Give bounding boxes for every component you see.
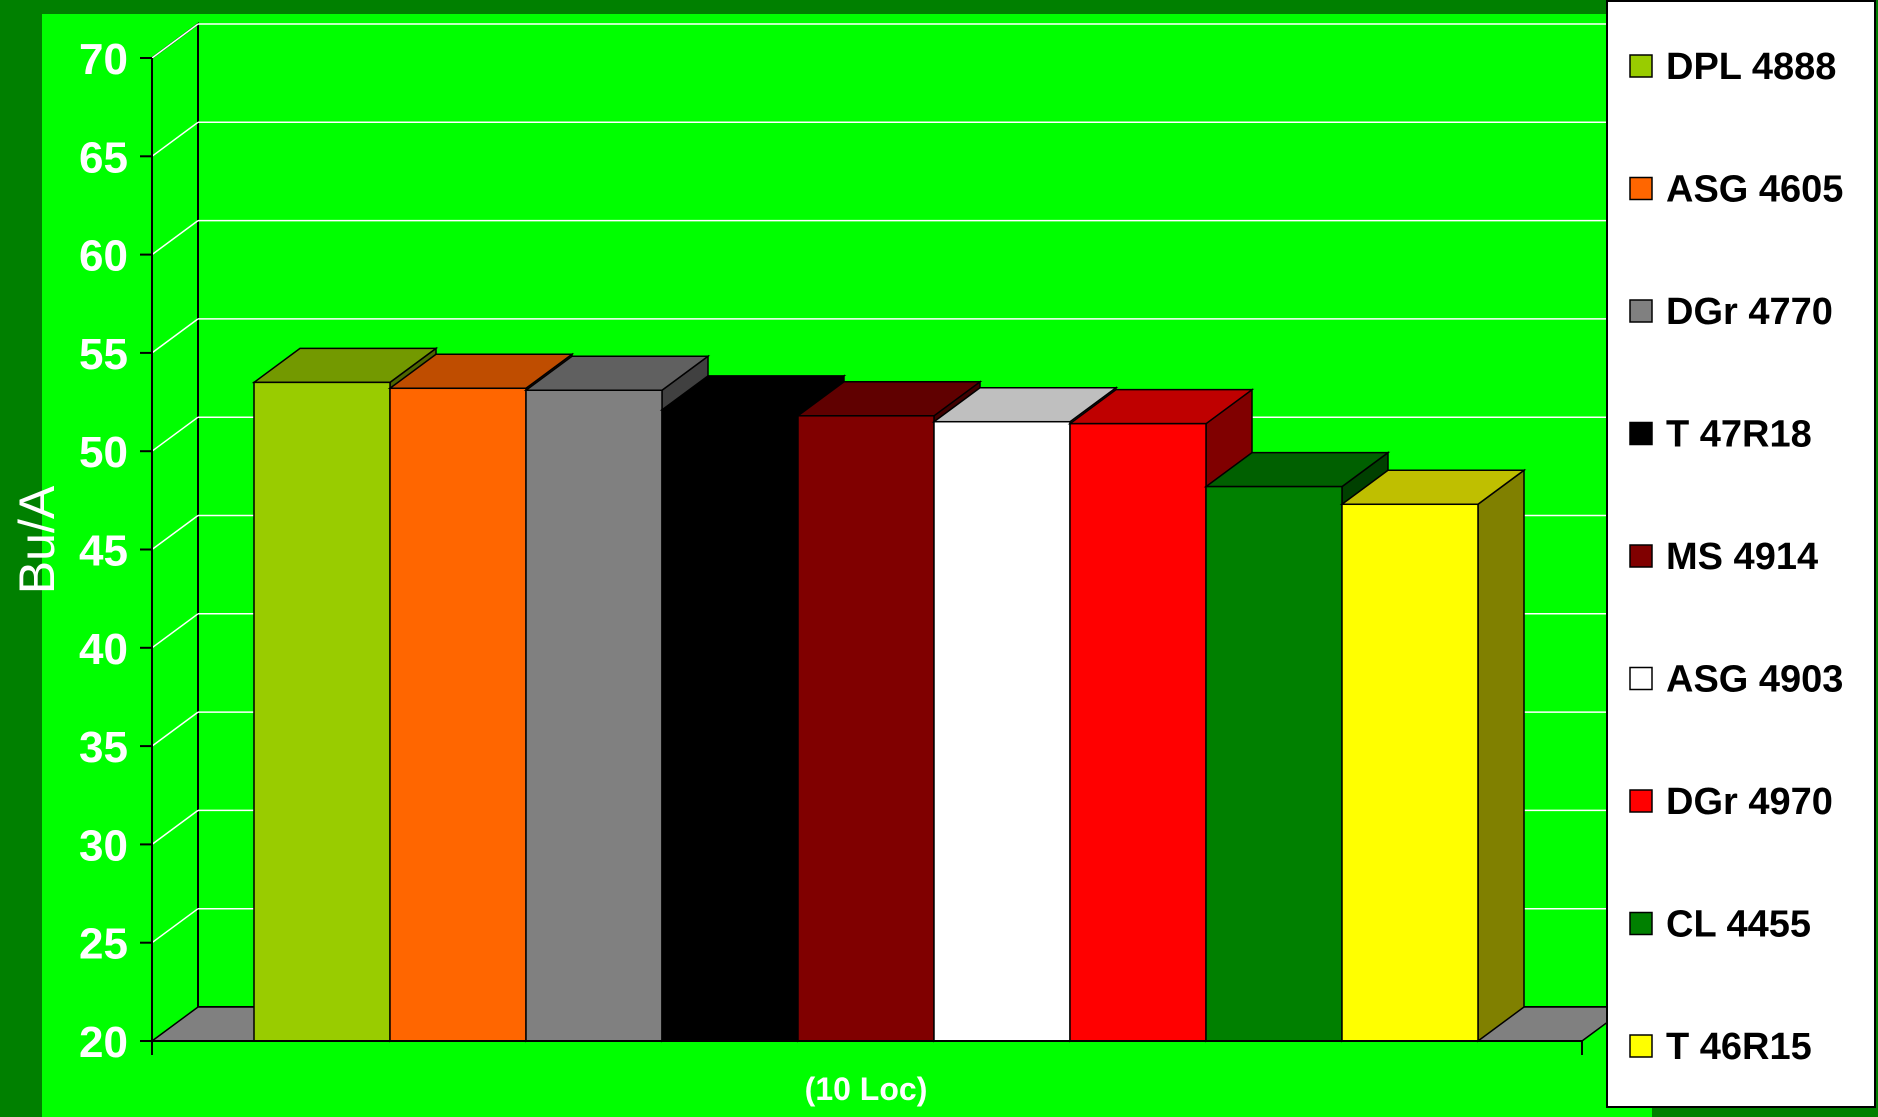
legend: DPL 4888 ASG 4605 DGr 4770 T 47R18 MS 4914 AS… — [1606, 0, 1876, 1108]
legend-label: ASG 4903 — [1666, 659, 1843, 701]
legend-item: CL 4455 — [1629, 904, 1811, 946]
legend-swatch — [1629, 911, 1653, 936]
y-tick-labels: 20 25 30 35 40 45 50 55 60 65 70 — [79, 35, 128, 1067]
y-axis-title: Bu/A — [9, 485, 65, 594]
legend-label: CL 4455 — [1666, 904, 1811, 946]
legend-item: ASG 4605 — [1629, 169, 1843, 211]
bar-front — [1205, 485, 1343, 1042]
bar-front — [797, 415, 935, 1042]
bar-front — [933, 420, 1071, 1042]
bars — [251, 346, 1527, 1043]
gridline-side — [151, 809, 199, 846]
gridline-side — [151, 514, 199, 551]
bar-front — [525, 389, 663, 1042]
legend-label: MS 4914 — [1666, 536, 1818, 578]
bar-front — [1069, 422, 1207, 1042]
gridline-side — [151, 23, 199, 59]
gridline-side — [151, 416, 199, 452]
legend-label: T 46R15 — [1666, 1026, 1812, 1068]
y-tick-label: 70 — [79, 35, 128, 84]
legend-item: DGr 4770 — [1629, 291, 1833, 333]
legend-swatch — [1629, 544, 1653, 568]
legend-item: MS 4914 — [1629, 536, 1818, 578]
legend-item: DPL 4888 — [1629, 46, 1836, 88]
legend-label: ASG 4605 — [1666, 169, 1843, 211]
legend-label: DGr 4970 — [1666, 781, 1833, 823]
y-tick-label: 25 — [79, 920, 128, 969]
y-tick-label: 65 — [79, 133, 128, 182]
legend-swatch — [1629, 421, 1653, 446]
y-tick-label: 55 — [79, 330, 128, 379]
legend-swatch — [1629, 54, 1653, 78]
legend-item: ASG 4903 — [1629, 659, 1843, 701]
legend-item: T 47R18 — [1629, 414, 1812, 456]
legend-label: DPL 4888 — [1666, 46, 1836, 88]
gridline-side — [151, 908, 199, 944]
legend-swatch — [1629, 176, 1653, 201]
y-tick-label: 50 — [79, 428, 128, 477]
legend-swatch — [1629, 666, 1653, 691]
bar-side — [1477, 468, 1525, 1043]
gridline-side — [151, 219, 199, 256]
bar-front — [1341, 503, 1479, 1042]
gridline-side — [151, 318, 199, 354]
y-tick-label: 35 — [79, 723, 128, 772]
bar-t-46r15 — [1339, 468, 1527, 1043]
y-tick-label: 45 — [79, 527, 128, 576]
y-tick-label: 20 — [79, 1018, 128, 1067]
bar-front — [661, 409, 799, 1042]
y-tick-label: 60 — [79, 232, 128, 281]
axes — [140, 57, 1583, 1055]
y-tick-label: 40 — [79, 625, 128, 674]
legend-label: DGr 4770 — [1666, 291, 1833, 333]
gridline-side — [151, 613, 199, 649]
gridline-side — [151, 121, 199, 157]
legend-item: DGr 4970 — [1629, 781, 1833, 823]
legend-swatch — [1629, 299, 1653, 323]
gridline-side — [151, 711, 199, 747]
bar-front — [389, 387, 527, 1042]
legend-swatch — [1629, 1034, 1653, 1058]
legend-swatch — [1629, 789, 1653, 813]
legend-item: T 46R15 — [1629, 1026, 1812, 1068]
legend-label: T 47R18 — [1666, 414, 1812, 456]
x-category-label: (10 Loc) — [805, 1071, 928, 1107]
y-tick-label: 30 — [79, 821, 128, 870]
bar-front — [253, 381, 391, 1042]
